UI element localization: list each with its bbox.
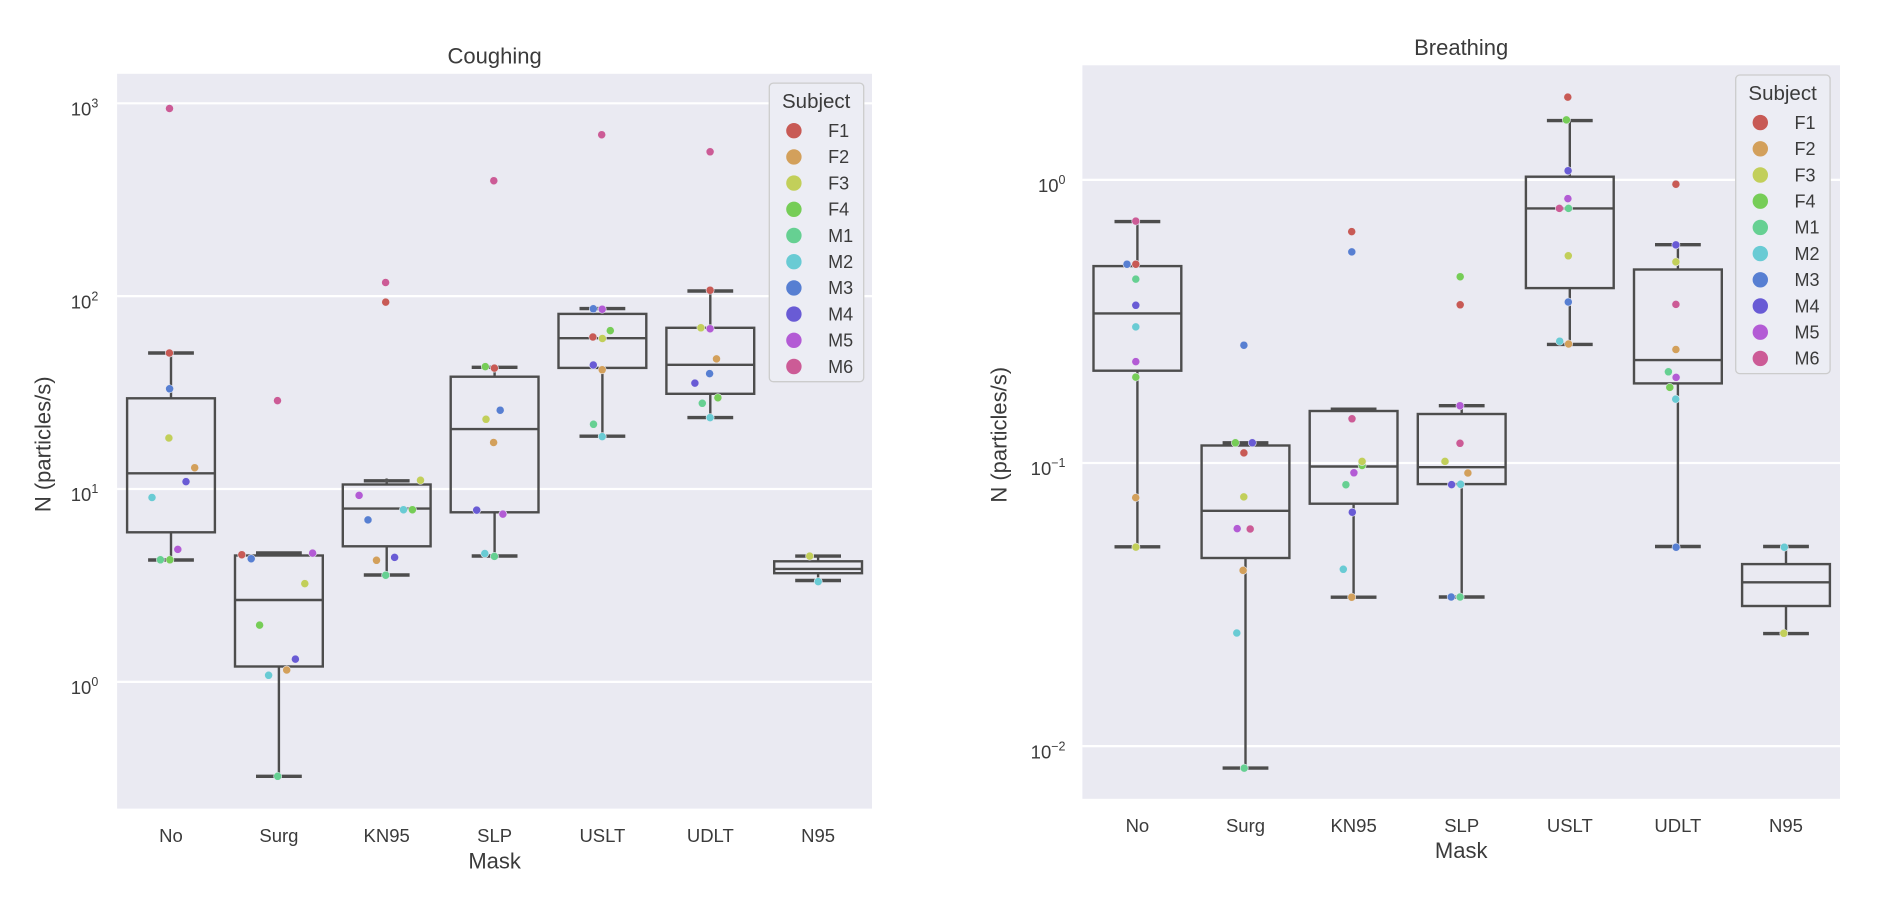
svg-text:M2: M2 xyxy=(1795,244,1820,264)
svg-text:M2: M2 xyxy=(828,252,853,272)
svg-text:F4: F4 xyxy=(1795,192,1816,212)
svg-text:F3: F3 xyxy=(1795,165,1816,185)
svg-text:M5: M5 xyxy=(1795,323,1820,343)
svg-text:N95: N95 xyxy=(801,825,835,846)
svg-text:Mask: Mask xyxy=(1435,838,1489,863)
svg-text:F1: F1 xyxy=(1795,113,1816,133)
svg-text:Mask: Mask xyxy=(468,849,522,874)
svg-text:No: No xyxy=(159,825,183,846)
svg-text:M1: M1 xyxy=(1795,218,1820,238)
svg-text:KN95: KN95 xyxy=(364,825,410,846)
svg-text:M6: M6 xyxy=(1795,349,1820,369)
svg-text:Surg: Surg xyxy=(1226,815,1265,836)
svg-text:N (particles/s): N (particles/s) xyxy=(987,367,1012,503)
svg-text:KN95: KN95 xyxy=(1330,815,1376,836)
svg-text:F3: F3 xyxy=(828,173,849,193)
svg-text:SLP: SLP xyxy=(1444,815,1479,836)
svg-text:M3: M3 xyxy=(1795,270,1820,290)
svg-text:M3: M3 xyxy=(828,278,853,298)
svg-text:Subject: Subject xyxy=(1748,82,1817,105)
svg-text:Coughing: Coughing xyxy=(448,44,542,69)
svg-text:M6: M6 xyxy=(828,357,853,377)
svg-text:N (particles/s): N (particles/s) xyxy=(30,376,55,512)
svg-text:M1: M1 xyxy=(828,226,853,246)
svg-text:M5: M5 xyxy=(828,331,853,351)
svg-text:Breathing: Breathing xyxy=(1414,35,1508,60)
svg-text:UDLT: UDLT xyxy=(1654,815,1701,836)
svg-text:USLT: USLT xyxy=(1547,815,1593,836)
svg-text:Surg: Surg xyxy=(259,825,298,846)
svg-text:F4: F4 xyxy=(828,200,849,220)
svg-text:M4: M4 xyxy=(1795,296,1820,316)
svg-text:F1: F1 xyxy=(828,121,849,141)
svg-text:M4: M4 xyxy=(828,304,853,324)
svg-text:SLP: SLP xyxy=(477,825,512,846)
svg-text:USLT: USLT xyxy=(579,825,625,846)
svg-text:N95: N95 xyxy=(1769,815,1803,836)
svg-text:Subject: Subject xyxy=(782,90,851,113)
svg-text:No: No xyxy=(1126,815,1150,836)
svg-text:UDLT: UDLT xyxy=(687,825,734,846)
svg-text:F2: F2 xyxy=(1795,139,1816,159)
svg-text:F2: F2 xyxy=(828,147,849,167)
